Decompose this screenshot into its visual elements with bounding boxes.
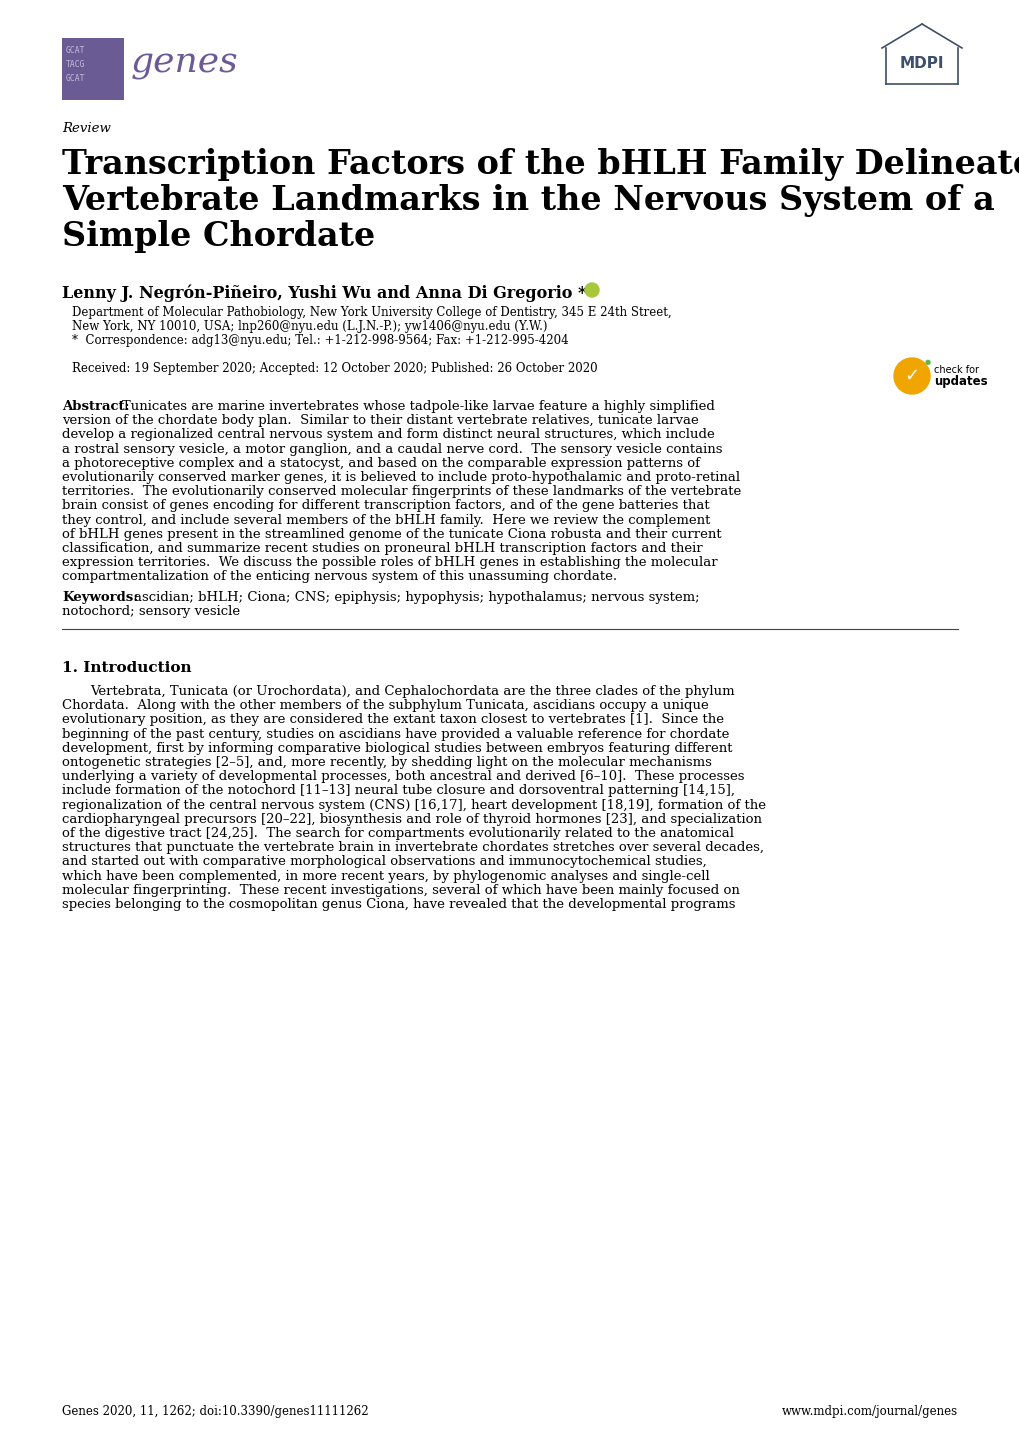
- Text: regionalization of the central nervous system (CNS) [16,17], heart development [: regionalization of the central nervous s…: [62, 799, 765, 812]
- Text: check for: check for: [933, 365, 978, 375]
- Text: 1. Introduction: 1. Introduction: [62, 660, 192, 675]
- Text: ●: ●: [924, 359, 930, 365]
- Text: structures that punctuate the vertebrate brain in invertebrate chordates stretch: structures that punctuate the vertebrate…: [62, 841, 763, 854]
- Circle shape: [585, 283, 598, 297]
- Text: notochord; sensory vesicle: notochord; sensory vesicle: [62, 604, 239, 617]
- Text: TACG: TACG: [66, 61, 86, 69]
- Text: include formation of the notochord [11–13] neural tube closure and dorsoventral : include formation of the notochord [11–1…: [62, 784, 735, 797]
- Text: beginning of the past century, studies on ascidians have provided a valuable ref: beginning of the past century, studies o…: [62, 728, 729, 741]
- Text: genes: genes: [130, 46, 238, 79]
- Text: they control, and include several members of the bHLH family.  Here we review th: they control, and include several member…: [62, 513, 709, 526]
- Text: D: D: [588, 286, 595, 294]
- Text: Lenny J. Negrón-Piñeiro, Yushi Wu and Anna Di Gregorio *: Lenny J. Negrón-Piñeiro, Yushi Wu and An…: [62, 284, 586, 301]
- Text: expression territories.  We discuss the possible roles of bHLH genes in establis: expression territories. We discuss the p…: [62, 557, 717, 570]
- Bar: [62, 37, 124, 99]
- Text: Vertebrate Landmarks in the Nervous System of a: Vertebrate Landmarks in the Nervous Syst…: [62, 185, 994, 216]
- Text: updates: updates: [933, 375, 986, 388]
- Text: ascidian; bHLH; Ciona; CNS; epiphysis; hypophysis; hypothalamus; nervous system;: ascidian; bHLH; Ciona; CNS; epiphysis; h…: [133, 591, 699, 604]
- Text: and started out with comparative morphological observations and immunocytochemic: and started out with comparative morphol…: [62, 855, 706, 868]
- Text: molecular fingerprinting.  These recent investigations, several of which have be: molecular fingerprinting. These recent i…: [62, 884, 739, 897]
- Text: Simple Chordate: Simple Chordate: [62, 221, 375, 252]
- Text: a photoreceptive complex and a statocyst, and based on the comparable expression: a photoreceptive complex and a statocyst…: [62, 457, 699, 470]
- Text: *  Correspondence: adg13@nyu.edu; Tel.: +1-212-998-9564; Fax: +1-212-995-4204: * Correspondence: adg13@nyu.edu; Tel.: +…: [72, 335, 568, 348]
- Text: classification, and summarize recent studies on proneural bHLH transcription fac: classification, and summarize recent stu…: [62, 542, 702, 555]
- Text: a rostral sensory vesicle, a motor ganglion, and a caudal nerve cord.  The senso: a rostral sensory vesicle, a motor gangl…: [62, 443, 721, 456]
- Text: Department of Molecular Pathobiology, New York University College of Dentistry, : Department of Molecular Pathobiology, Ne…: [72, 306, 671, 319]
- Text: New York, NY 10010, USA; lnp260@nyu.edu (L.J.N.-P.); yw1406@nyu.edu (Y.W.): New York, NY 10010, USA; lnp260@nyu.edu …: [72, 320, 547, 333]
- Text: ✓: ✓: [904, 368, 919, 385]
- Text: GCAT: GCAT: [66, 74, 86, 84]
- Text: development, first by informing comparative biological studies between embryos f: development, first by informing comparat…: [62, 741, 732, 754]
- Text: Received: 19 September 2020; Accepted: 12 October 2020; Published: 26 October 20: Received: 19 September 2020; Accepted: 1…: [72, 362, 597, 375]
- Text: territories.  The evolutionarily conserved molecular fingerprints of these landm: territories. The evolutionarily conserve…: [62, 485, 741, 497]
- Text: species belonging to the cosmopolitan genus Ciona, have revealed that the develo: species belonging to the cosmopolitan ge…: [62, 898, 735, 911]
- Text: evolutionarily conserved marker genes, it is believed to include proto-hypothala: evolutionarily conserved marker genes, i…: [62, 472, 740, 485]
- Text: develop a regionalized central nervous system and form distinct neural structure: develop a regionalized central nervous s…: [62, 428, 714, 441]
- Text: Genes 2020, 11, 1262; doi:10.3390/genes11111262: Genes 2020, 11, 1262; doi:10.3390/genes1…: [62, 1405, 368, 1417]
- Text: brain consist of genes encoding for different transcription factors, and of the : brain consist of genes encoding for diff…: [62, 499, 709, 512]
- Text: Vertebrata, Tunicata (or Urochordata), and Cephalochordata are the three clades : Vertebrata, Tunicata (or Urochordata), a…: [90, 685, 734, 698]
- Text: of bHLH genes present in the streamlined genome of the tunicate Ciona robusta an: of bHLH genes present in the streamlined…: [62, 528, 720, 541]
- Circle shape: [893, 358, 929, 394]
- Text: Keywords:: Keywords:: [62, 591, 139, 604]
- Text: Tunicates are marine invertebrates whose tadpole-like larvae feature a highly si: Tunicates are marine invertebrates whose…: [122, 399, 714, 412]
- Text: underlying a variety of developmental processes, both ancestral and derived [6–1: underlying a variety of developmental pr…: [62, 770, 744, 783]
- Text: compartmentalization of the enticing nervous system of this unassuming chordate.: compartmentalization of the enticing ner…: [62, 571, 616, 584]
- Text: ontogenetic strategies [2–5], and, more recently, by shedding light on the molec: ontogenetic strategies [2–5], and, more …: [62, 756, 711, 769]
- Text: Transcription Factors of the bHLH Family Delineate: Transcription Factors of the bHLH Family…: [62, 149, 1019, 182]
- Text: Chordata.  Along with the other members of the subphylum Tunicata, ascidians occ: Chordata. Along with the other members o…: [62, 699, 708, 712]
- Text: Abstract:: Abstract:: [62, 399, 129, 412]
- Text: evolutionary position, as they are considered the extant taxon closest to verteb: evolutionary position, as they are consi…: [62, 714, 723, 727]
- Text: Review: Review: [62, 123, 111, 136]
- Text: of the digestive tract [24,25].  The search for compartments evolutionarily rela: of the digestive tract [24,25]. The sear…: [62, 828, 734, 841]
- Text: MDPI: MDPI: [899, 56, 944, 71]
- Text: cardiopharyngeal precursors [20–22], biosynthesis and role of thyroid hormones [: cardiopharyngeal precursors [20–22], bio…: [62, 813, 761, 826]
- Text: version of the chordate body plan.  Similar to their distant vertebrate relative: version of the chordate body plan. Simil…: [62, 414, 698, 427]
- Text: which have been complemented, in more recent years, by phylogenomic analyses and: which have been complemented, in more re…: [62, 870, 709, 883]
- Text: GCAT: GCAT: [66, 46, 86, 55]
- Text: www.mdpi.com/journal/genes: www.mdpi.com/journal/genes: [782, 1405, 957, 1417]
